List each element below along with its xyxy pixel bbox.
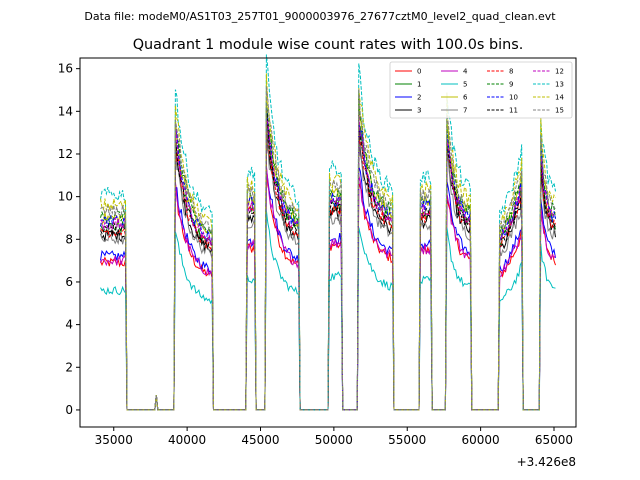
- y-tick-label: 8: [65, 232, 73, 246]
- legend-label-11: 11: [509, 107, 518, 115]
- y-axis: 0 2 4 6 8 10 12 14 16: [58, 62, 80, 417]
- x-offset-label: +3.426e8: [517, 455, 576, 469]
- chart-title: Quadrant 1 module wise count rates with …: [133, 37, 524, 53]
- legend-label-5: 5: [463, 81, 467, 89]
- y-tick-label: 0: [65, 403, 73, 417]
- y-tick-label: 6: [65, 275, 73, 289]
- legend-label-15: 15: [555, 107, 564, 115]
- y-tick-label: 10: [58, 190, 73, 204]
- legend-label-13: 13: [555, 81, 564, 89]
- y-tick-label: 14: [58, 104, 73, 118]
- legend-label-0: 0: [417, 68, 421, 76]
- chart-suptitle: Data file: modeM0/AS1T03_257T01_90000039…: [84, 10, 556, 23]
- y-tick-label: 12: [58, 147, 73, 161]
- x-tick-label: 60000: [462, 433, 500, 447]
- legend-label-7: 7: [463, 107, 467, 115]
- y-tick-label: 4: [65, 318, 73, 332]
- x-tick-label: 55000: [388, 433, 426, 447]
- x-tick-label: 35000: [95, 433, 133, 447]
- y-tick-label: 16: [58, 62, 73, 76]
- legend-label-6: 6: [463, 94, 468, 102]
- series-line-15: [100, 86, 556, 411]
- legend-label-8: 8: [509, 68, 513, 76]
- legend-label-10: 10: [509, 94, 518, 102]
- legend-label-14: 14: [555, 94, 564, 102]
- legend-label-12: 12: [555, 68, 564, 76]
- x-tick-label: 45000: [241, 433, 279, 447]
- x-axis: 35000 40000 45000 50000 55000 60000 65000: [95, 427, 573, 447]
- x-tick-label: 40000: [168, 433, 206, 447]
- y-tick-label: 2: [65, 360, 73, 374]
- legend-label-3: 3: [417, 107, 421, 115]
- legend-label-2: 2: [417, 94, 421, 102]
- plot-frame: [79, 57, 577, 428]
- legend-label-9: 9: [509, 81, 513, 89]
- legend-box: [389, 61, 573, 119]
- x-tick-label: 50000: [315, 433, 353, 447]
- legend-label-4: 4: [463, 68, 468, 76]
- x-tick-label: 65000: [535, 433, 573, 447]
- series-layer: [100, 54, 556, 411]
- legend-label-1: 1: [417, 81, 421, 89]
